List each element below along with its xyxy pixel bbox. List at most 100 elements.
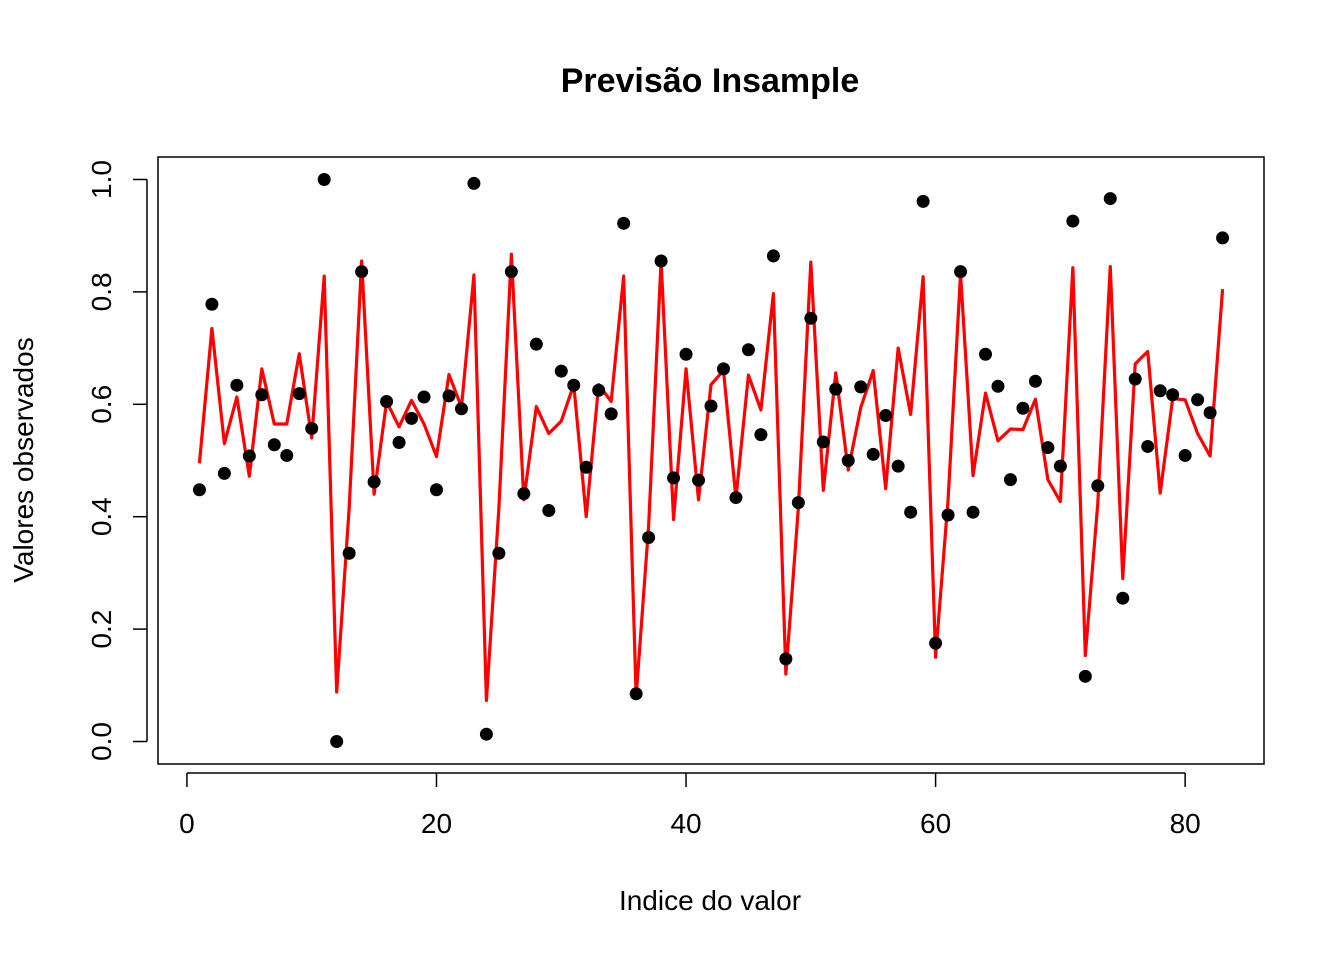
observed-point [679,347,693,361]
observed-point [280,448,294,462]
observed-point [716,362,730,376]
observed-point [1191,393,1205,407]
observed-point [891,459,905,473]
observed-point [330,735,344,749]
observed-point [1053,459,1067,473]
observed-point [1141,439,1155,453]
observed-point [592,383,606,397]
observed-point [205,297,219,311]
observed-point [692,473,706,487]
observed-point [879,409,893,423]
observed-point [367,475,381,489]
observed-point [791,496,805,510]
observed-point [1128,372,1142,386]
observed-point [467,176,481,190]
observed-point [342,546,356,560]
observed-point [517,487,531,501]
observed-point [542,504,556,518]
observed-point [255,388,269,402]
observed-point [1091,479,1105,493]
observed-point [916,194,930,208]
chart-title: Previsão Insample [561,62,860,100]
observed-point [504,265,518,279]
observed-point [417,390,431,404]
observed-point [1216,231,1230,245]
observed-point [617,216,631,230]
observed-point [192,483,206,497]
observed-point [904,505,918,519]
observed-point [1028,374,1042,388]
y-axis-label: Valores observados [8,337,39,582]
x-axis-label: Indice do valor [619,885,801,916]
observed-point [1103,192,1117,206]
observed-point [841,454,855,467]
y-tick-label: 1.0 [86,160,117,199]
observed-point [804,311,818,325]
observed-point [816,435,830,449]
observed-point [654,254,668,268]
observed-point [392,436,406,450]
y-tick-label: 0.6 [86,385,117,424]
observed-point [979,347,992,361]
observed-point [492,546,506,560]
observed-point [305,421,319,435]
observed-point [991,379,1005,393]
observed-point [779,652,793,666]
observed-point [242,449,256,463]
observed-point [866,447,880,461]
observed-point [754,428,768,442]
observed-point [292,387,306,401]
observed-point [642,531,656,544]
x-tick-label: 20 [421,808,452,839]
observed-point [579,460,593,474]
y-tick-label: 0.2 [86,610,117,649]
observed-point [729,491,743,505]
observed-point [317,172,331,186]
observed-point [966,505,980,519]
observed-point [766,249,780,263]
y-tick-label: 0.8 [86,272,117,311]
x-tick-label: 40 [670,808,701,839]
observed-point [704,399,718,413]
y-axis: 0.0 0.2 0.4 0.6 0.8 1.0 [86,160,148,761]
x-tick-label: 0 [179,808,195,839]
observed-point [829,382,843,396]
observed-point [1003,473,1017,487]
observed-point [567,378,581,392]
observed-point [454,402,468,416]
observed-point [267,438,281,452]
observed-point [941,508,955,522]
observed-point [1066,214,1080,228]
plot-frame [157,156,1265,765]
x-tick-label: 80 [1170,808,1201,839]
observed-point [479,727,493,741]
observed-point [380,394,394,408]
fitted-line [197,252,1225,703]
line-layer [197,252,1225,703]
x-axis: 0 20 40 60 80 [179,772,1201,839]
plot-area: 0 20 40 60 80 0.0 0.2 0.4 0.6 0.8 1.0 [86,156,1265,839]
observed-point [1016,401,1030,415]
observed-point [529,337,543,351]
observed-point [854,380,868,394]
observed-point [217,466,231,480]
observed-point [1178,448,1192,462]
observed-point [1153,384,1167,398]
observed-point [667,471,681,485]
observed-point [954,265,968,279]
y-tick-label: 0.0 [86,722,117,761]
observed-point [430,483,443,497]
observed-point [604,407,618,421]
observed-point [1166,388,1180,402]
observed-point [629,687,643,701]
observed-point [1041,441,1055,455]
observed-point [442,389,456,403]
observed-point [355,265,369,279]
x-tick-label: 60 [920,808,951,839]
observed-point [929,636,943,650]
points-layer [192,172,1230,749]
observed-point [741,343,755,357]
observed-point [554,364,568,378]
observed-point [1203,406,1217,420]
